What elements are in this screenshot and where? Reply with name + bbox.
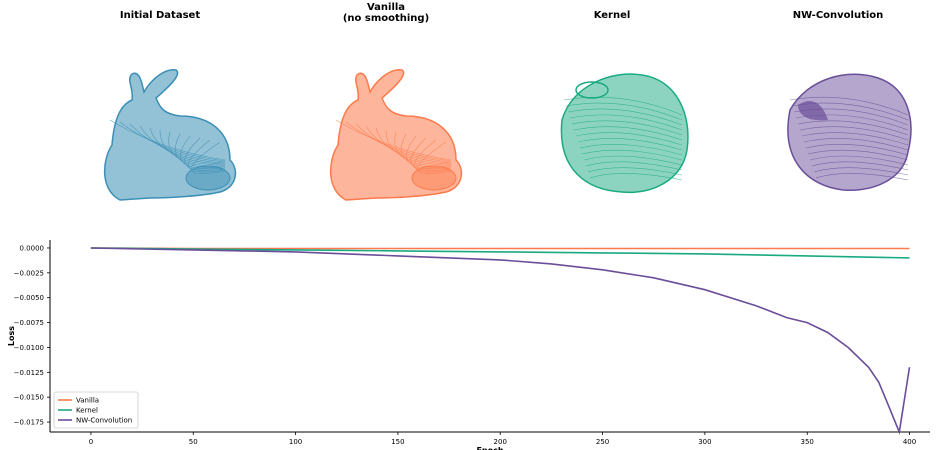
x-tick-label: 350 <box>801 438 814 446</box>
panel-title-vanilla: Vanilla (no smoothing) <box>342 2 430 24</box>
blob-kernel <box>560 73 689 194</box>
y-tick-label: −0.0175 <box>14 419 44 427</box>
y-tick-label: −0.0025 <box>14 269 44 277</box>
bunny-body <box>103 69 237 201</box>
legend-label: Vanilla <box>76 397 99 405</box>
x-tick-label: 50 <box>189 438 198 446</box>
x-tick-label: 150 <box>391 438 404 446</box>
bunny-vanilla <box>329 69 463 201</box>
x-tick-label: 100 <box>289 438 302 446</box>
y-tick-label: −0.0050 <box>14 294 44 302</box>
bunny-initial-dataset <box>103 69 237 201</box>
y-tick-label: −0.0100 <box>14 344 44 352</box>
y-axis-label: Loss <box>7 326 16 346</box>
x-tick-label: 250 <box>596 438 609 446</box>
legend-label: NW-Convolution <box>76 417 132 425</box>
blob-body <box>787 73 912 191</box>
panel-title-initial-dataset: Initial Dataset <box>119 10 201 21</box>
y-tick-label: −0.0150 <box>14 394 44 402</box>
bunny-body <box>329 69 463 201</box>
x-tick-label: 400 <box>903 438 916 446</box>
loss-chart: 0 50 100 150 200 250 300 350 400 0.0000 −0.0025 −0.… <box>7 240 930 450</box>
panel-title-nw-convolution: NW-Convolution <box>792 10 884 21</box>
y-tick-label: 0.0000 <box>20 244 45 252</box>
x-tick-label: 200 <box>494 438 507 446</box>
legend-label: Kernel <box>76 407 98 415</box>
x-tick-label: 0 <box>89 438 93 446</box>
y-tick-label: −0.0125 <box>14 369 44 377</box>
blob-body <box>560 73 689 194</box>
x-tick-label: 300 <box>698 438 711 446</box>
panel-title-kernel: Kernel <box>593 10 631 21</box>
series-line-kernel <box>90 247 910 259</box>
y-tick-label: −0.0075 <box>14 319 44 327</box>
legend: Vanilla Kernel NW-Convolution <box>53 391 139 429</box>
series-line-nw-convolution <box>90 247 911 435</box>
x-axis-label: Epoch <box>476 446 503 450</box>
blob-nw-convolution <box>787 73 912 191</box>
